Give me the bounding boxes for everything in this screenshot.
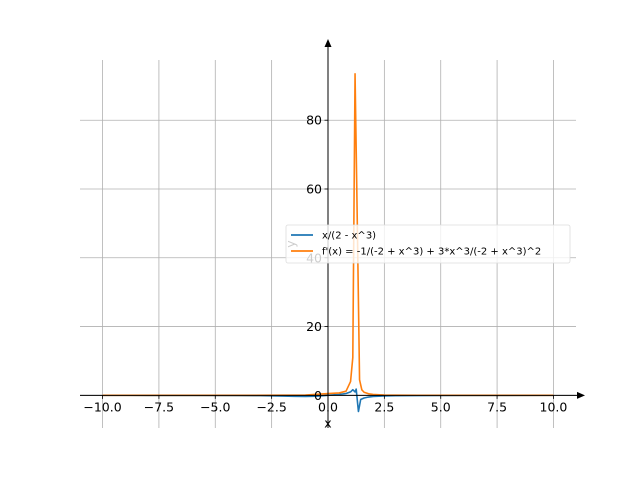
- y-tick-label: 20: [306, 319, 322, 334]
- x-tick-label: 10.0: [540, 399, 568, 414]
- legend-frame: [285, 224, 571, 264]
- legend: x/(2 - x^3) f'(x) = -1/(-2 + x^3) + 3*x^3…: [285, 224, 571, 264]
- legend-label-2: f'(x) = -1/(-2 + x^3) + 3*x^3/(-2 + x^3)…: [322, 247, 541, 258]
- x-tick-label: 2.5: [374, 399, 394, 414]
- x-tick-label: 0.0: [318, 399, 338, 414]
- x-tick-label: −5.0: [200, 399, 230, 414]
- x-axis-label: x: [324, 415, 331, 430]
- y-tick-label: 0: [314, 388, 322, 403]
- x-tick-label: −7.5: [144, 399, 174, 414]
- x-tick-label: 7.5: [487, 399, 507, 414]
- x-tick-label: −10.0: [83, 399, 121, 414]
- y-tick-label: 80: [306, 113, 322, 128]
- x-axis-arrow: [577, 391, 585, 399]
- y-tick-label: 60: [306, 181, 322, 196]
- ticks: −10.0−7.5−5.0−2.50.02.55.07.510.00204060…: [83, 113, 567, 415]
- y-axis-arrow: [324, 39, 332, 47]
- x-tick-label: 5.0: [431, 399, 451, 414]
- x-tick-label: −2.5: [256, 399, 286, 414]
- legend-label-1: x/(2 - x^3): [322, 231, 376, 242]
